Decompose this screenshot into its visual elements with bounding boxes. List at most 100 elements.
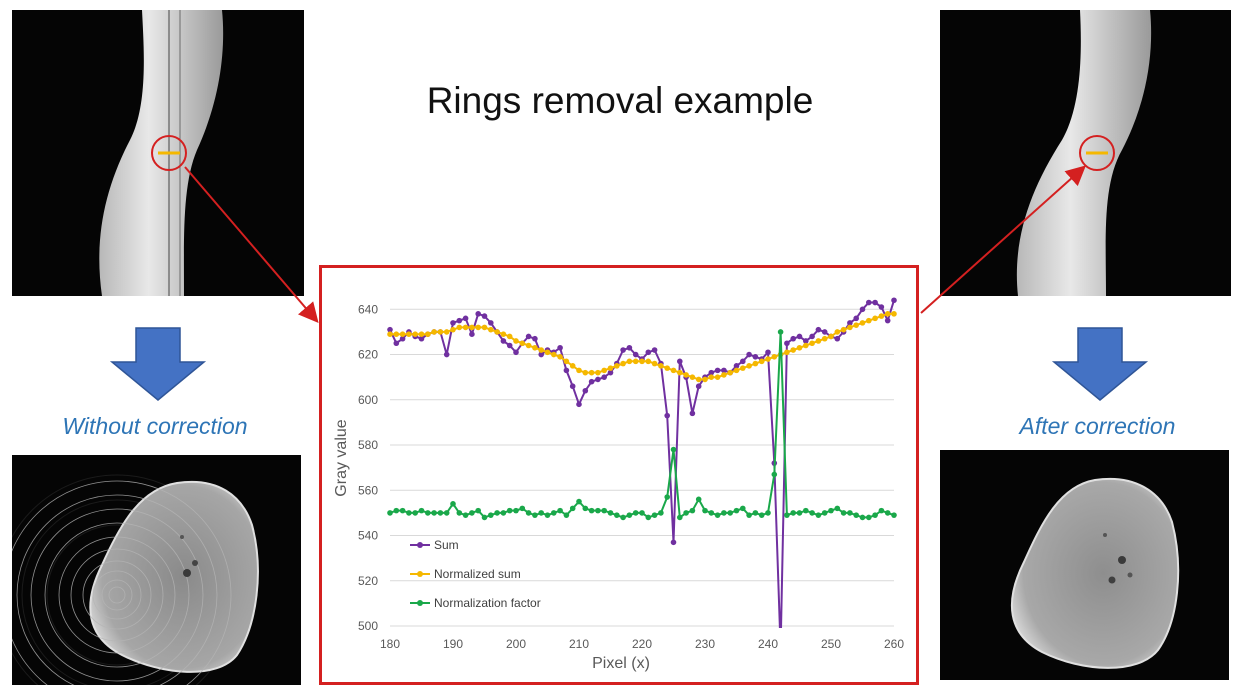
point-normalization-factor — [475, 507, 481, 514]
slide-title: Rings removal example — [426, 80, 814, 121]
point-normalization-factor — [828, 507, 834, 514]
point-normalized-sum — [462, 324, 469, 331]
point-normalized-sum — [702, 376, 708, 383]
x-axis-label: Pixel (x) — [592, 655, 650, 672]
y-tick-label-600: 600 — [358, 393, 378, 407]
point-normalized-sum — [607, 365, 614, 371]
point-sum — [500, 338, 507, 344]
point-sum — [714, 367, 721, 374]
point-normalized-sum — [569, 363, 576, 369]
point-sum — [891, 297, 897, 304]
point-normalization-factor — [866, 514, 872, 521]
point-sum — [784, 340, 790, 347]
x-tick-label-210: 210 — [569, 637, 589, 651]
point-sum — [872, 299, 878, 306]
point-normalization-factor — [639, 510, 645, 516]
point-sum — [595, 376, 601, 383]
point-normalization-factor — [664, 494, 670, 500]
point-sum — [884, 317, 891, 324]
point-sum — [462, 315, 469, 322]
point-normalized-sum — [803, 342, 809, 349]
point-normalized-sum — [790, 347, 796, 353]
point-sum — [765, 349, 771, 356]
point-normalization-factor — [803, 507, 809, 514]
point-sum — [670, 539, 677, 546]
point-normalized-sum — [765, 356, 771, 362]
point-normalization-factor — [469, 510, 475, 516]
point-normalized-sum — [758, 358, 765, 365]
series-normalization-factor — [387, 329, 897, 521]
point-normalization-factor — [563, 512, 570, 518]
point-sum — [834, 335, 841, 342]
point-normalization-factor — [632, 510, 639, 516]
point-normalized-sum — [488, 326, 494, 333]
point-normalization-factor — [525, 510, 532, 516]
point-normalized-sum — [601, 367, 607, 374]
point-normalization-factor — [538, 510, 544, 516]
point-sum — [645, 349, 652, 356]
y-tick-label-540: 540 — [358, 529, 378, 543]
point-normalized-sum — [771, 354, 778, 360]
point-normalization-factor — [752, 510, 759, 516]
point-normalization-factor — [809, 510, 815, 516]
roi-circle-right — [1079, 135, 1115, 171]
point-normalization-factor — [532, 512, 538, 518]
point-normalization-factor — [500, 510, 507, 516]
point-normalization-factor — [494, 510, 500, 516]
chart-frame: 500 520 540 560 580 600 620 640 180 190 200 210 220 2… — [319, 265, 919, 685]
point-normalized-sum — [727, 369, 733, 376]
point-sum — [809, 333, 815, 340]
point-normalized-sum — [595, 369, 601, 376]
point-sum — [481, 313, 488, 319]
point-normalized-sum — [500, 331, 507, 337]
sinogram-after-graphic — [1016, 10, 1152, 296]
point-normalized-sum — [532, 344, 538, 351]
point-normalization-factor — [721, 510, 727, 516]
point-sum — [488, 320, 494, 326]
legend-marker-normalized-sum — [417, 571, 423, 577]
x-tick-label-190: 190 — [443, 637, 463, 651]
point-sum — [513, 349, 519, 356]
point-sum — [721, 367, 727, 374]
point-normalized-sum — [544, 349, 551, 356]
legend-marker-sum — [417, 542, 423, 548]
point-sum — [752, 354, 759, 360]
point-normalized-sum — [878, 313, 885, 319]
point-normalized-sum — [412, 331, 418, 337]
point-normalization-factor — [714, 512, 721, 518]
point-normalization-factor — [462, 512, 469, 518]
point-normalized-sum — [784, 349, 790, 356]
point-normalization-factor — [481, 514, 488, 521]
sinogram-after-image — [940, 10, 1231, 296]
point-normalization-factor — [859, 514, 866, 521]
point-normalization-factor — [551, 510, 557, 516]
point-sum — [790, 335, 796, 342]
point-sum — [456, 317, 463, 324]
point-normalization-factor — [834, 505, 841, 512]
point-sum — [601, 374, 607, 380]
point-normalization-factor — [689, 507, 696, 514]
point-sum — [746, 351, 752, 358]
x-tick-label-250: 250 — [821, 637, 841, 651]
point-sum — [796, 333, 803, 340]
point-normalization-factor — [683, 510, 689, 516]
point-normalized-sum — [721, 372, 727, 378]
point-sum — [847, 320, 853, 326]
point-normalization-factor — [872, 512, 878, 518]
point-normalized-sum — [752, 360, 759, 367]
point-normalization-factor — [733, 507, 740, 514]
point-sum — [866, 299, 872, 306]
point-normalized-sum — [387, 331, 393, 337]
point-sum — [443, 351, 450, 358]
point-normalization-factor — [777, 329, 784, 335]
point-sum — [733, 363, 740, 369]
point-sum — [538, 351, 544, 358]
legend-label-sum: Sum — [434, 538, 459, 552]
point-normalization-factor — [645, 514, 652, 521]
point-normalized-sum — [582, 369, 589, 376]
point-normalized-sum — [538, 347, 544, 353]
point-normalization-factor — [708, 510, 715, 516]
point-normalization-factor — [847, 510, 853, 516]
point-normalized-sum — [645, 358, 652, 365]
roi-circle-left — [151, 135, 187, 171]
